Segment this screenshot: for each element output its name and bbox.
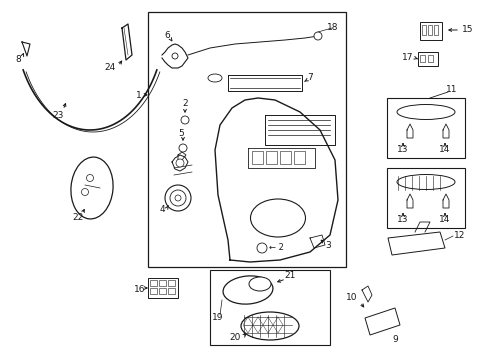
Ellipse shape: [71, 157, 113, 219]
Bar: [386, 168, 464, 228]
Text: 16: 16: [134, 285, 145, 294]
Text: 12: 12: [453, 231, 465, 240]
Ellipse shape: [396, 175, 454, 189]
Ellipse shape: [223, 276, 272, 304]
Text: 10: 10: [346, 293, 357, 302]
Text: 20: 20: [229, 333, 240, 342]
Text: 1: 1: [136, 90, 142, 99]
Bar: [427, 55, 432, 62]
Bar: [293, 151, 305, 164]
Text: 15: 15: [461, 26, 473, 35]
Bar: [150, 280, 157, 286]
Bar: [417, 52, 437, 66]
Ellipse shape: [250, 199, 305, 237]
Text: 9: 9: [391, 336, 397, 345]
Bar: [159, 280, 165, 286]
Circle shape: [179, 144, 186, 152]
Bar: [168, 280, 175, 286]
Text: 4: 4: [159, 206, 164, 215]
Bar: [159, 288, 165, 294]
Text: 14: 14: [438, 145, 450, 154]
Text: 22: 22: [72, 213, 83, 222]
Circle shape: [313, 32, 321, 40]
Circle shape: [181, 116, 189, 124]
Bar: [280, 151, 290, 164]
Bar: [148, 278, 178, 298]
Ellipse shape: [241, 312, 298, 340]
Circle shape: [164, 185, 191, 211]
Circle shape: [86, 175, 93, 181]
Circle shape: [172, 53, 178, 59]
Bar: [386, 98, 464, 158]
Text: 3: 3: [325, 240, 330, 249]
Bar: [148, 12, 346, 267]
Text: 5: 5: [178, 129, 183, 138]
Text: ← 2: ← 2: [268, 243, 283, 252]
Ellipse shape: [207, 74, 222, 82]
Bar: [427, 25, 431, 35]
Text: 23: 23: [52, 111, 63, 120]
Bar: [433, 25, 437, 35]
Circle shape: [170, 190, 185, 206]
Text: 17: 17: [402, 54, 413, 63]
Bar: [168, 288, 175, 294]
Text: 2: 2: [182, 99, 187, 108]
Text: 11: 11: [446, 85, 457, 94]
Bar: [421, 25, 425, 35]
Text: 13: 13: [396, 216, 408, 225]
Ellipse shape: [248, 277, 270, 291]
Text: 6: 6: [164, 31, 169, 40]
Circle shape: [176, 159, 183, 167]
Text: 14: 14: [438, 216, 450, 225]
Circle shape: [257, 243, 266, 253]
Text: 19: 19: [212, 314, 224, 323]
Bar: [251, 151, 263, 164]
Circle shape: [175, 195, 181, 201]
Text: 8: 8: [15, 55, 21, 64]
Text: 7: 7: [306, 73, 312, 82]
Ellipse shape: [396, 104, 454, 120]
Polygon shape: [364, 308, 399, 335]
Text: 24: 24: [104, 63, 115, 72]
Circle shape: [81, 189, 88, 195]
Text: 13: 13: [396, 145, 408, 154]
Bar: [419, 55, 424, 62]
Bar: [150, 288, 157, 294]
Text: 18: 18: [326, 23, 338, 32]
Polygon shape: [387, 232, 444, 255]
Bar: [209, 270, 329, 345]
Bar: [419, 22, 441, 40]
Bar: [265, 151, 276, 164]
Text: 21: 21: [284, 271, 295, 280]
